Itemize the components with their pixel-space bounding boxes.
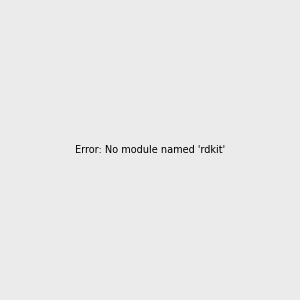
Text: Error: No module named 'rdkit': Error: No module named 'rdkit': [75, 145, 225, 155]
